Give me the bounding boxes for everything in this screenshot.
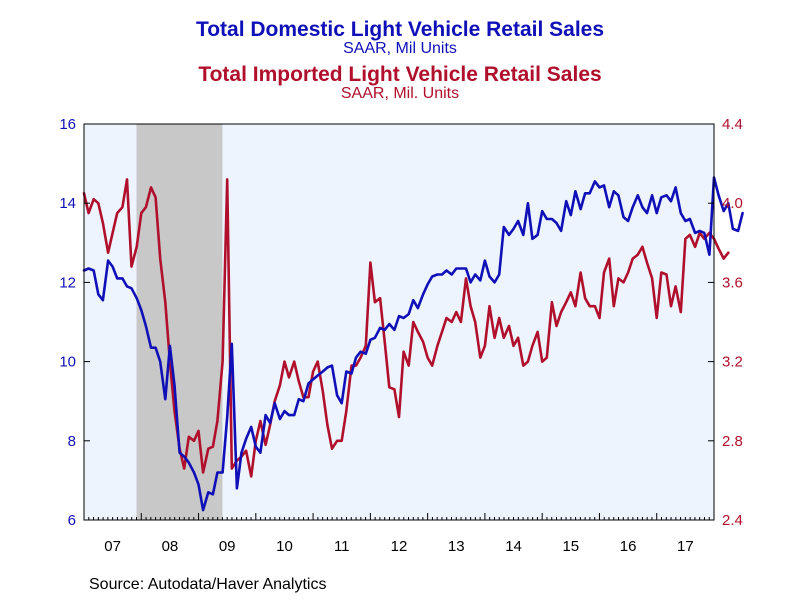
- x-tick-label: 07: [104, 538, 121, 555]
- right-y-tick-label: 3.6: [722, 274, 743, 291]
- imported-series-subtitle: SAAR, Mil. Units: [340, 85, 460, 102]
- domestic-series-line: [82, 176, 744, 512]
- x-tick-label: 15: [562, 538, 579, 555]
- imported-series-line: [82, 178, 730, 478]
- axes-layer: 6 8 10 12 14 16 2.4 2.8 3.2 3.6 4.0 4.4 07 08 09 10 11 12…: [59, 116, 743, 555]
- x-tick-label: 17: [677, 538, 694, 555]
- left-y-tick-label: 6: [68, 512, 76, 529]
- domestic-series-subtitle: SAAR, Mil Units: [343, 40, 457, 57]
- right-y-tick-label: 2.8: [722, 433, 743, 450]
- domestic-series-title: Total Domestic Light Vehicle Retail Sale…: [195, 18, 605, 41]
- source-note: Source: Autodata/Haver Analytics: [89, 576, 327, 593]
- x-tick-label: 11: [334, 538, 350, 555]
- x-tick-label: 14: [505, 538, 522, 555]
- x-tick-label: 10: [276, 538, 293, 555]
- left-y-tick-label: 16: [59, 116, 76, 133]
- x-tick-label: 09: [219, 538, 236, 555]
- right-y-tick-label: 2.4: [722, 512, 743, 529]
- right-y-tick-label: 4.0: [722, 195, 743, 212]
- x-tick-label: 16: [620, 538, 637, 555]
- x-tick-label: 12: [391, 538, 408, 555]
- series-layer: [82, 176, 744, 512]
- left-y-tick-label: 14: [59, 195, 76, 212]
- right-y-tick-label: 4.4: [722, 116, 743, 133]
- imported-series-title: Total Imported Light Vehicle Retail Sale…: [198, 63, 602, 86]
- x-tick-label: 08: [162, 538, 179, 555]
- recession-shading: [136, 124, 223, 520]
- left-y-tick-label: 12: [59, 274, 76, 291]
- left-y-tick-label: 10: [59, 354, 76, 371]
- right-y-tick-label: 3.2: [722, 354, 743, 371]
- x-tick-label: 13: [448, 538, 465, 555]
- left-y-tick-label: 8: [68, 433, 76, 450]
